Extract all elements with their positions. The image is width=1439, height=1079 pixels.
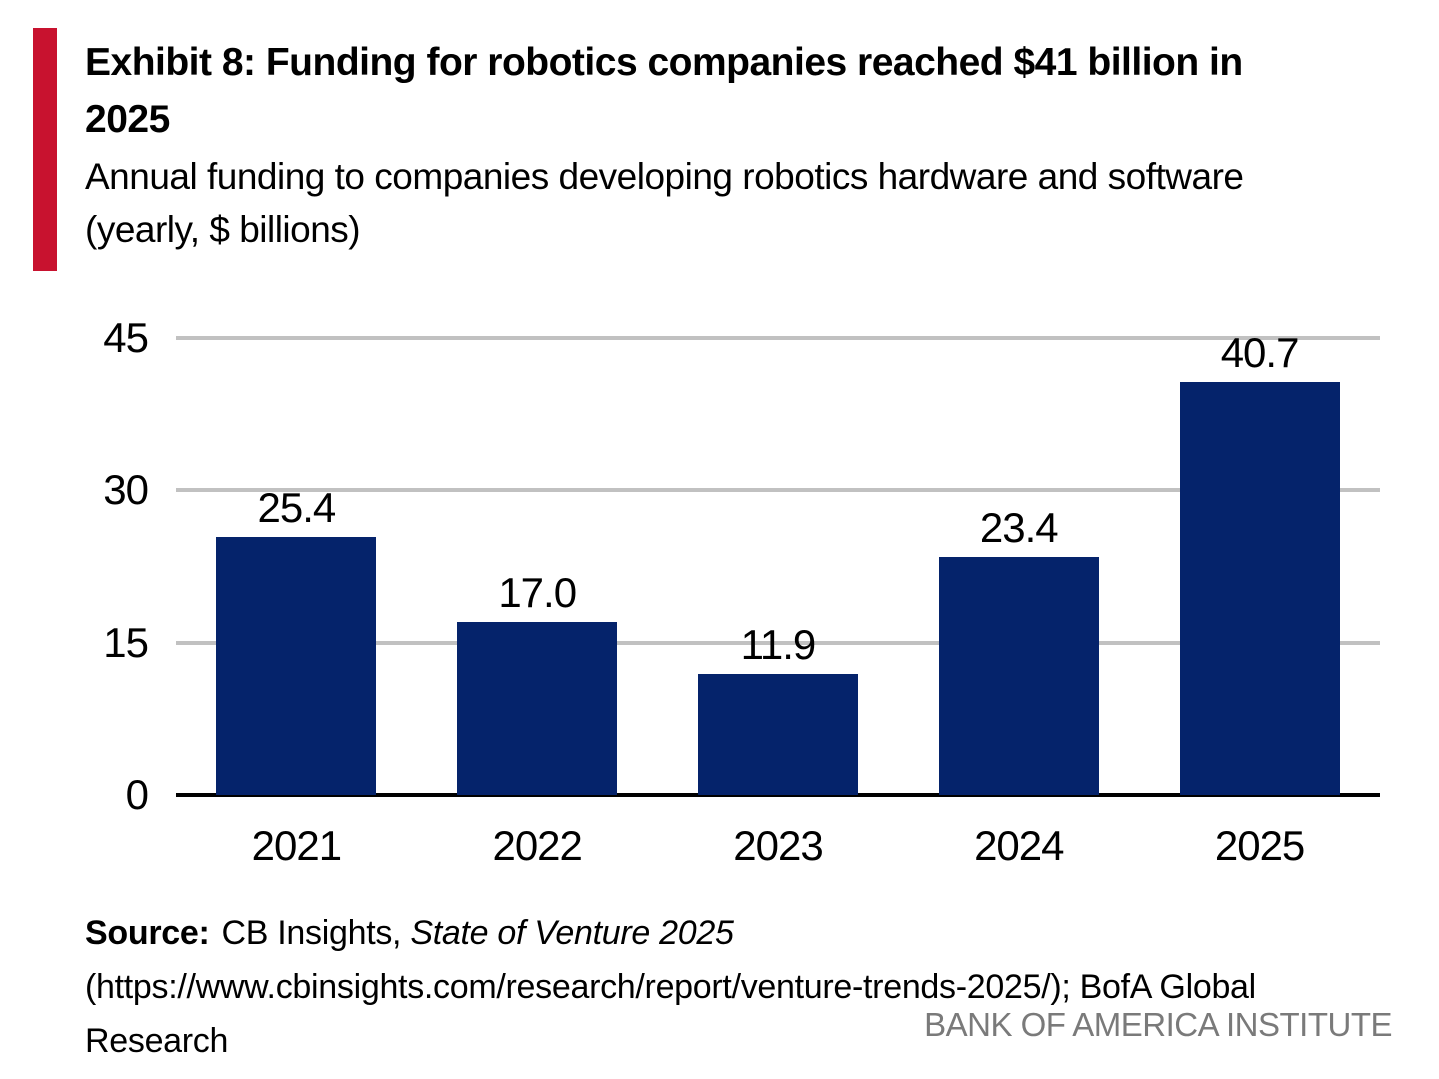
gridline-30: [176, 488, 1380, 493]
bar-2024: [938, 557, 1099, 795]
exhibit-subtitle-line2: (yearly, $ billions): [85, 209, 361, 250]
y-axis-tick-label-45: 45: [103, 314, 149, 361]
gridline-45: [176, 336, 1380, 340]
bar-2025: [1179, 381, 1340, 795]
bar-chart-plot-area: 25.4 17.0 11.9 23.4 40.7: [176, 331, 1380, 797]
source-report-title: State of Venture 2025: [410, 914, 734, 952]
source-label: Source:: [85, 914, 210, 952]
bar-2023: [697, 674, 858, 795]
x-axis-tick-label-2024: 2024: [974, 822, 1064, 869]
x-axis-tick-label-2025: 2025: [1214, 822, 1305, 869]
red-accent-bar: [33, 28, 57, 271]
bar-column-2022: 17.0: [417, 338, 658, 795]
y-axis-tick-label-0: 0: [125, 771, 149, 818]
source-publisher: CB Insights,: [221, 914, 402, 952]
exhibit-subtitle: Annual funding to companies developing r…: [85, 150, 1425, 256]
bar-column-2021: 25.4: [176, 338, 417, 795]
bar-2022: [457, 622, 618, 795]
bar-value-label-2023: 11.9: [740, 621, 817, 669]
bank-of-america-institute-label: BANK OF AMERICA INSTITUTE: [924, 1006, 1392, 1043]
x-axis-tick-label-2022: 2022: [492, 822, 582, 869]
bar-value-label-2024: 23.4: [979, 504, 1059, 552]
exhibit-subtitle-line1: Annual funding to companies developing r…: [85, 156, 1244, 197]
bar-value-label-2021: 25.4: [257, 484, 337, 532]
source-line1: Source: CB Insights, State of Venture 202…: [85, 906, 1405, 960]
bar-value-label-2025: 40.7: [1220, 328, 1300, 376]
x-axis: 2021 2022 2023 2024 2025: [176, 822, 1380, 872]
gridline-15: [176, 640, 1380, 645]
bar-column-2024: 23.4: [898, 338, 1139, 795]
exhibit-title: Exhibit 8: Funding for robotics companie…: [85, 34, 1425, 148]
x-axis-baseline: [176, 793, 1380, 797]
exhibit-title-line2: 2025: [85, 98, 170, 141]
bar-column-2023: 11.9: [658, 338, 899, 795]
source-line2: (https://www.cbinsights.com/research/rep…: [85, 968, 1256, 1060]
exhibit-title-line1: Exhibit 8: Funding for robotics companie…: [85, 41, 1243, 84]
bar-column-2025: 40.7: [1139, 331, 1380, 795]
y-axis-tick-label-30: 30: [103, 466, 149, 514]
bar-value-label-2022: 17.0: [498, 569, 577, 617]
source-note: Source: CB Insights, State of Venture 202…: [85, 906, 1405, 1068]
x-axis-tick-label-2021: 2021: [251, 822, 342, 869]
bar-2021: [216, 537, 377, 795]
y-axis: 0 15 30 45: [58, 317, 149, 816]
x-axis-tick-label-2023: 2023: [733, 822, 823, 869]
y-axis-tick-label-15: 15: [103, 618, 149, 666]
